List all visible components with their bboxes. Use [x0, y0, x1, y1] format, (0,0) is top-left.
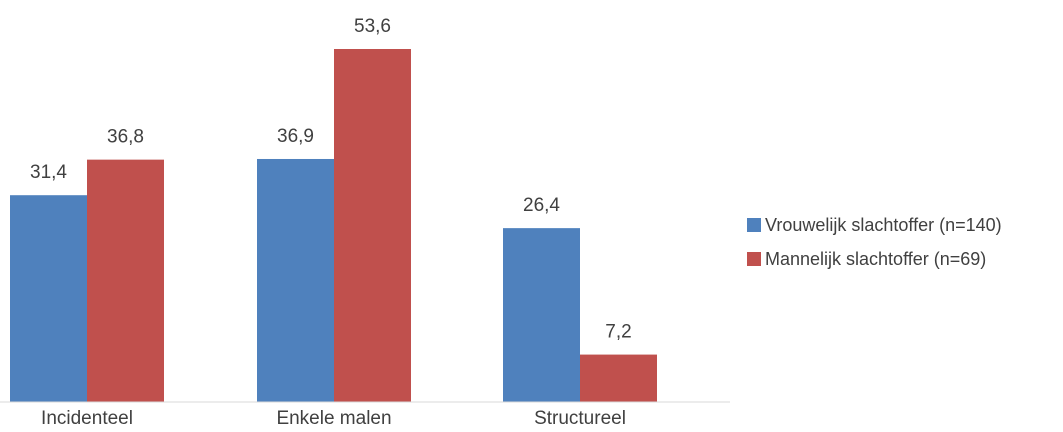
legend-label-mannelijk: Mannelijk slachtoffer (n=69)	[765, 248, 987, 269]
category-label-incidenteel: Incidenteel	[41, 408, 133, 429]
legend: Vrouwelijk slachtoffer (n=140) Mannelijk…	[747, 208, 1061, 276]
data-label-mannelijk-incidenteel: 36,8	[107, 127, 144, 148]
data-label-mannelijk-enkele-malen: 53,6	[354, 16, 391, 37]
legend-label-vrouwelijk: Vrouwelijk slachtoffer (n=140)	[765, 214, 1002, 235]
bars-group	[10, 49, 657, 402]
bar-mannelijk-incidenteel	[87, 159, 164, 402]
bar-mannelijk-enkele-malen	[334, 49, 411, 402]
bar-vrouwelijk-structureel	[503, 228, 580, 402]
data-label-vrouwelijk-incidenteel: 31,4	[30, 162, 67, 183]
bar-vrouwelijk-incidenteel	[10, 195, 87, 402]
data-label-mannelijk-structureel: 7,2	[605, 322, 631, 343]
data-labels-group: 31,4 36,8 36,9 53,6 26,4 7,2	[30, 16, 632, 343]
legend-item-mannelijk: Mannelijk slachtoffer (n=69)	[747, 242, 1061, 276]
category-label-enkele-malen: Enkele malen	[276, 408, 391, 429]
category-labels-group: Incidenteel Enkele malen Structureel	[41, 408, 626, 429]
legend-swatch-vrouwelijk	[747, 218, 761, 232]
legend-swatch-mannelijk	[747, 252, 761, 266]
data-label-vrouwelijk-enkele-malen: 36,9	[277, 126, 314, 147]
category-label-structureel: Structureel	[534, 408, 626, 429]
legend-item-vrouwelijk: Vrouwelijk slachtoffer (n=140)	[747, 208, 1061, 242]
data-label-vrouwelijk-structureel: 26,4	[523, 195, 560, 216]
bar-mannelijk-structureel	[580, 354, 657, 402]
bar-vrouwelijk-enkele-malen	[257, 158, 334, 402]
